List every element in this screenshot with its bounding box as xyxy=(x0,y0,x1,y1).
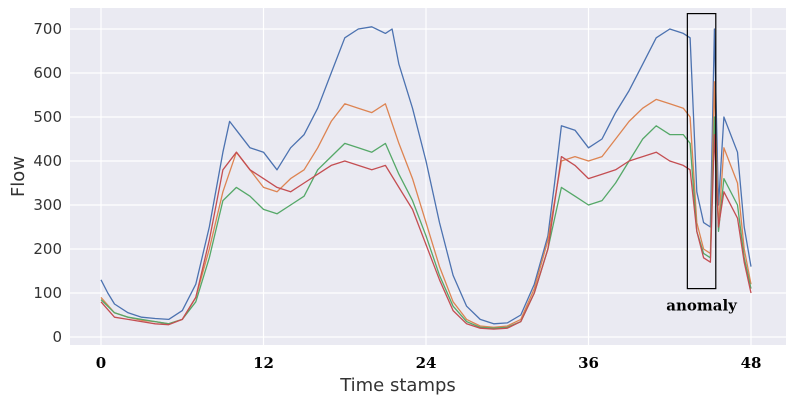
grid-lines xyxy=(70,8,786,345)
y-tick-label: 100 xyxy=(33,284,62,302)
y-tick-label: 500 xyxy=(33,108,62,126)
x-tick-label: 24 xyxy=(416,354,437,372)
x-tick-label: 36 xyxy=(578,354,599,372)
series-line-3 xyxy=(100,116,752,329)
y-tick-label: 700 xyxy=(33,20,62,38)
y-axis-label: Flow xyxy=(8,156,29,197)
series-lines xyxy=(100,26,752,330)
y-tick-label: 300 xyxy=(33,196,62,214)
x-axis-label: Time stamps xyxy=(339,375,456,396)
series-line-1 xyxy=(100,26,752,325)
x-tick-label: 12 xyxy=(253,354,274,372)
series-line-2 xyxy=(100,81,752,328)
y-tick-label: 0 xyxy=(52,328,62,346)
y-tick-label: 400 xyxy=(33,152,62,170)
anomaly-annotation: anomaly xyxy=(666,12,738,315)
series-line-4 xyxy=(100,133,752,330)
plot-area xyxy=(70,8,786,345)
anomaly-label: anomaly xyxy=(666,297,738,315)
tick-labels: 0 100 200 300 400 500 600 700 0 12 24 36 48 xyxy=(33,20,761,372)
y-tick-label: 600 xyxy=(33,64,62,82)
x-tick-label: 48 xyxy=(741,354,762,372)
x-tick-label: 0 xyxy=(96,354,106,372)
y-tick-label: 200 xyxy=(33,240,62,258)
anomaly-box xyxy=(686,12,717,290)
